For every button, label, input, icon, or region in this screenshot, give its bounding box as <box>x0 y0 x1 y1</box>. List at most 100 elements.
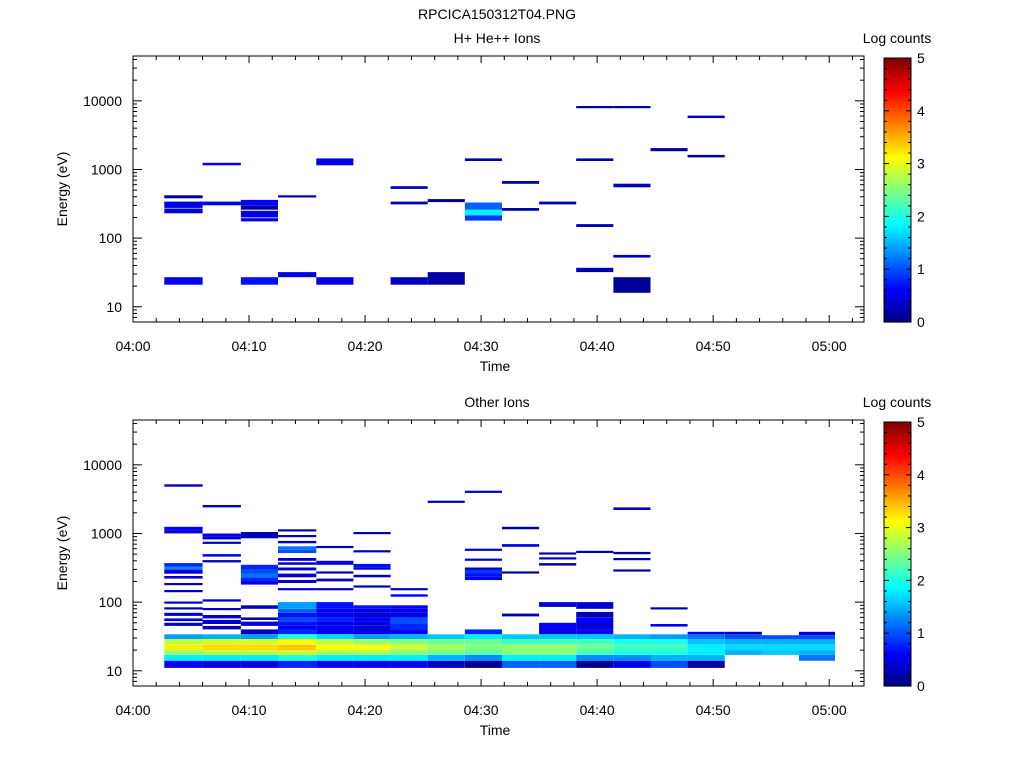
heatmap-cell <box>390 608 428 613</box>
colorbar-frame <box>883 421 912 687</box>
colorbar-segment <box>884 583 911 587</box>
heatmap-cell <box>761 644 799 651</box>
panel-1-plot-frame <box>132 55 865 323</box>
colorbar-tick-label: 4 <box>917 103 925 119</box>
heatmap-cell <box>278 529 317 532</box>
colorbar-segment <box>884 551 911 555</box>
heatmap-cell <box>390 629 428 635</box>
heatmap-cell <box>576 106 614 109</box>
colorbar-segment <box>884 667 911 671</box>
heatmap-cell <box>390 201 428 205</box>
colorbar-segment <box>884 303 911 307</box>
heatmap-cell <box>316 621 354 626</box>
colorbar-segment <box>884 422 911 426</box>
colorbar-segment <box>884 213 911 217</box>
heatmap-cell <box>650 650 688 655</box>
colorbar-segment <box>884 219 911 223</box>
heatmap-cell <box>502 634 540 639</box>
heatmap-cell <box>539 644 577 651</box>
heatmap-cell <box>464 567 502 570</box>
colorbar-segment <box>884 295 911 299</box>
colorbar-tick-label: 3 <box>917 156 925 172</box>
page-title: RPCICA150312T04.PNG <box>418 6 576 22</box>
heatmap-cell <box>278 617 317 622</box>
heatmap-cell <box>613 106 651 109</box>
y-tick-label: 10 <box>106 663 122 679</box>
heatmap-cell <box>427 272 465 285</box>
heatmap-cell <box>164 590 203 593</box>
colorbar-segment <box>884 517 911 521</box>
colorbar-tick-label: 5 <box>917 414 925 430</box>
x-tick-label: 05:00 <box>812 702 847 718</box>
heatmap-cell <box>202 608 241 611</box>
heatmap-cell <box>539 655 577 661</box>
panel-2-colorbar: 0 1 2 3 4 5 <box>883 414 925 694</box>
colorbar-segment <box>884 678 911 682</box>
colorbar-segment <box>884 593 911 597</box>
heatmap-cell <box>353 608 391 613</box>
colorbar-segment <box>884 195 911 199</box>
heatmap-cell <box>240 569 278 574</box>
heatmap-cell <box>539 552 577 555</box>
heatmap-cell <box>316 277 354 285</box>
colorbar-segment <box>884 580 911 584</box>
colorbar-segment <box>884 464 911 468</box>
heatmap-cell <box>539 629 577 635</box>
heatmap-cell <box>427 500 465 503</box>
colorbar-segment <box>884 638 911 642</box>
colorbar-segment <box>884 176 911 181</box>
heatmap-cell <box>539 634 577 639</box>
colorbar-segment <box>884 548 911 552</box>
colorbar-segment <box>884 514 911 518</box>
heatmap-cell <box>724 644 762 651</box>
colorbar-segment <box>884 184 911 188</box>
heatmap-cell <box>164 612 203 616</box>
heatmap-cell <box>576 617 614 625</box>
colorbar-segment <box>884 609 911 613</box>
colorbar-segment <box>884 108 911 112</box>
colorbar-segment <box>884 554 911 558</box>
heatmap-cell <box>316 650 354 655</box>
panel-2-heatmap-cells <box>164 484 835 668</box>
colorbar-segment <box>884 559 911 563</box>
colorbar-segment <box>884 577 911 581</box>
y-tick-label: 10 <box>106 299 122 315</box>
colorbar-segment <box>884 256 911 260</box>
colorbar-segment <box>884 171 911 175</box>
colorbar-segment <box>884 221 911 225</box>
colorbar-segment <box>884 612 911 616</box>
colorbar-segment <box>884 432 911 436</box>
colorbar-segment <box>884 319 911 323</box>
colorbar-segment <box>884 110 911 115</box>
colorbar-segment <box>884 150 911 154</box>
heatmap-cell <box>799 650 835 655</box>
colorbar-segment <box>884 654 911 658</box>
y-tick-label: 10000 <box>83 93 122 109</box>
colorbar-segment <box>884 617 911 621</box>
x-tick-label: 04:20 <box>348 338 383 354</box>
heatmap-cell <box>576 550 614 553</box>
heatmap-cell <box>278 272 317 278</box>
colorbar-segment <box>884 166 911 170</box>
panel-2-colorbar-label: Log counts <box>863 394 932 410</box>
heatmap-cell <box>687 115 725 119</box>
heatmap-cell <box>202 541 241 544</box>
heatmap-cell <box>464 634 502 639</box>
y-tick-label: 10000 <box>83 457 122 473</box>
heatmap-cell <box>164 208 203 214</box>
heatmap-cell <box>799 655 835 661</box>
colorbar-segment <box>884 485 911 489</box>
heatmap-cell <box>613 183 651 188</box>
colorbar-segment <box>884 620 911 624</box>
colorbar-segment <box>884 182 911 186</box>
colorbar-segment <box>884 250 911 254</box>
heatmap-cell <box>164 484 203 487</box>
heatmap-cell <box>724 631 762 635</box>
colorbar-segment <box>884 316 911 320</box>
heatmap-cell <box>353 550 391 553</box>
heatmap-cell <box>390 660 428 668</box>
colorbar-segment <box>884 258 911 262</box>
heatmap-cell <box>316 571 354 574</box>
colorbar-tick-label: 0 <box>917 314 925 330</box>
heatmap-cell <box>164 618 203 622</box>
